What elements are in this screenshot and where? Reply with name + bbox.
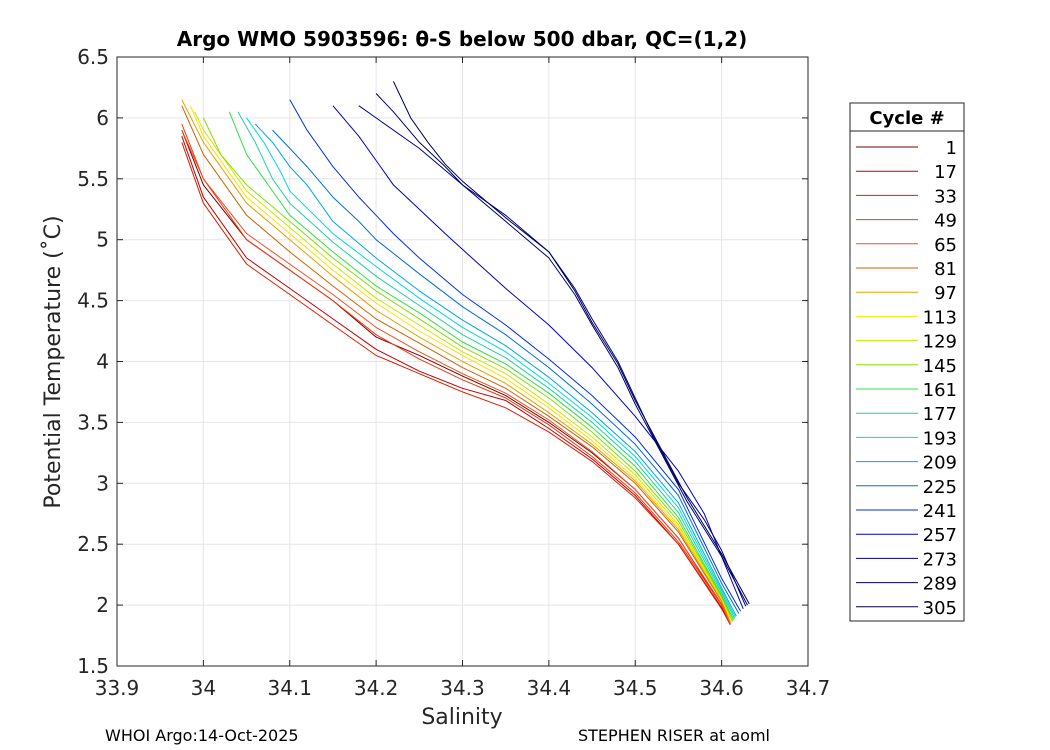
legend-label: 1 bbox=[946, 138, 957, 159]
x-axis: 33.9 34 34.1 34.2 34.3 34.4 34.5 34.6 34.7 bbox=[95, 57, 831, 700]
series-line-cycle-241 bbox=[289, 99, 742, 612]
x-axis-label: Salinity bbox=[421, 705, 502, 730]
x-tick-label: 34.4 bbox=[527, 676, 572, 700]
series-line-cycle-289 bbox=[375, 93, 748, 606]
series-line-cycle-177 bbox=[237, 111, 736, 619]
series-line-cycle-81 bbox=[181, 105, 731, 623]
legend-entries: 1 17 33 49 65 81 97 113 129 145 161 177 193 209 225 241… bbox=[856, 138, 957, 619]
series-line-cycle-209 bbox=[254, 123, 737, 617]
y-axis: 1.5 2 2.5 3 3.5 4 4.5 5 5.5 6 6.5 bbox=[77, 45, 808, 678]
y-tick-label: 3.5 bbox=[77, 410, 109, 434]
legend-label: 257 bbox=[923, 525, 957, 546]
x-tick-label: 33.9 bbox=[95, 676, 140, 700]
x-tick-label: 34.6 bbox=[699, 676, 744, 700]
legend-label: 225 bbox=[923, 477, 957, 498]
footer-author: STEPHEN RISER at aoml bbox=[578, 726, 770, 745]
y-tick-label: 2 bbox=[96, 593, 109, 617]
legend-label: 193 bbox=[923, 428, 957, 449]
legend-label: 145 bbox=[923, 356, 957, 377]
legend-label: 33 bbox=[934, 186, 957, 207]
y-tick-label: 6.5 bbox=[77, 45, 109, 69]
series-layer bbox=[181, 81, 750, 625]
x-tick-label: 34.3 bbox=[440, 676, 485, 700]
footer-source: WHOI Argo:14-Oct-2025 bbox=[105, 726, 299, 745]
x-tick-label: 34.1 bbox=[267, 676, 312, 700]
legend-label: 129 bbox=[923, 332, 957, 353]
series-line-cycle-225 bbox=[272, 129, 740, 614]
y-tick-label: 5.5 bbox=[77, 167, 109, 191]
legend-label: 177 bbox=[923, 404, 957, 425]
series-line-cycle-193 bbox=[246, 117, 736, 618]
series-line-cycle-49 bbox=[181, 123, 731, 624]
y-tick-label: 2.5 bbox=[77, 532, 109, 556]
series-line-cycle-305 bbox=[392, 81, 750, 605]
legend-label: 113 bbox=[923, 307, 957, 328]
series-line-cycle-257 bbox=[332, 105, 744, 609]
legend-label: 97 bbox=[934, 283, 957, 304]
x-tick-label: 34.2 bbox=[354, 676, 399, 700]
x-tick-label: 34.5 bbox=[613, 676, 658, 700]
y-tick-label: 1.5 bbox=[77, 654, 109, 678]
chart-title: Argo WMO 5903596: θ-S below 500 dbar, QC… bbox=[177, 27, 747, 51]
legend: Cycle # 1 17 33 49 65 81 97 113 129 145 161 177 193 2… bbox=[849, 102, 965, 622]
series-line-cycle-97 bbox=[181, 99, 731, 623]
x-tick-label: 34.7 bbox=[786, 676, 831, 700]
series-line-cycle-273 bbox=[358, 105, 747, 607]
legend-label: 49 bbox=[934, 211, 957, 232]
legend-title: Cycle # bbox=[869, 108, 944, 129]
legend-label: 17 bbox=[934, 162, 957, 183]
legend-label: 241 bbox=[923, 501, 957, 522]
series-line-cycle-161 bbox=[228, 111, 735, 620]
series-line-cycle-33 bbox=[181, 142, 731, 625]
legend-label: 65 bbox=[934, 235, 957, 256]
gridlines bbox=[116, 56, 809, 667]
y-tick-label: 4 bbox=[96, 350, 109, 374]
series-line-cycle-113 bbox=[189, 105, 733, 623]
legend-label: 81 bbox=[934, 259, 957, 280]
legend-label: 161 bbox=[923, 380, 957, 401]
legend-label: 273 bbox=[923, 549, 957, 570]
series-line-cycle-145 bbox=[202, 117, 734, 622]
y-axis-label: Potential Temperature (˚C) bbox=[41, 215, 66, 508]
series-line-cycle-17 bbox=[181, 136, 731, 625]
series-line-cycle-65 bbox=[181, 129, 731, 624]
y-tick-label: 4.5 bbox=[77, 289, 109, 313]
legend-label: 289 bbox=[923, 574, 957, 595]
x-tick-label: 34 bbox=[191, 676, 216, 700]
legend-label: 305 bbox=[923, 598, 957, 619]
y-tick-label: 6 bbox=[96, 106, 109, 130]
legend-label: 209 bbox=[923, 453, 957, 474]
plot-area: 33.9 34 34.1 34.2 34.3 34.4 34.5 34.6 34.7 1.522… bbox=[77, 45, 830, 700]
series-line-cycle-129 bbox=[194, 111, 733, 622]
y-tick-label: 5 bbox=[96, 228, 109, 252]
y-tick-label: 3 bbox=[96, 471, 109, 495]
